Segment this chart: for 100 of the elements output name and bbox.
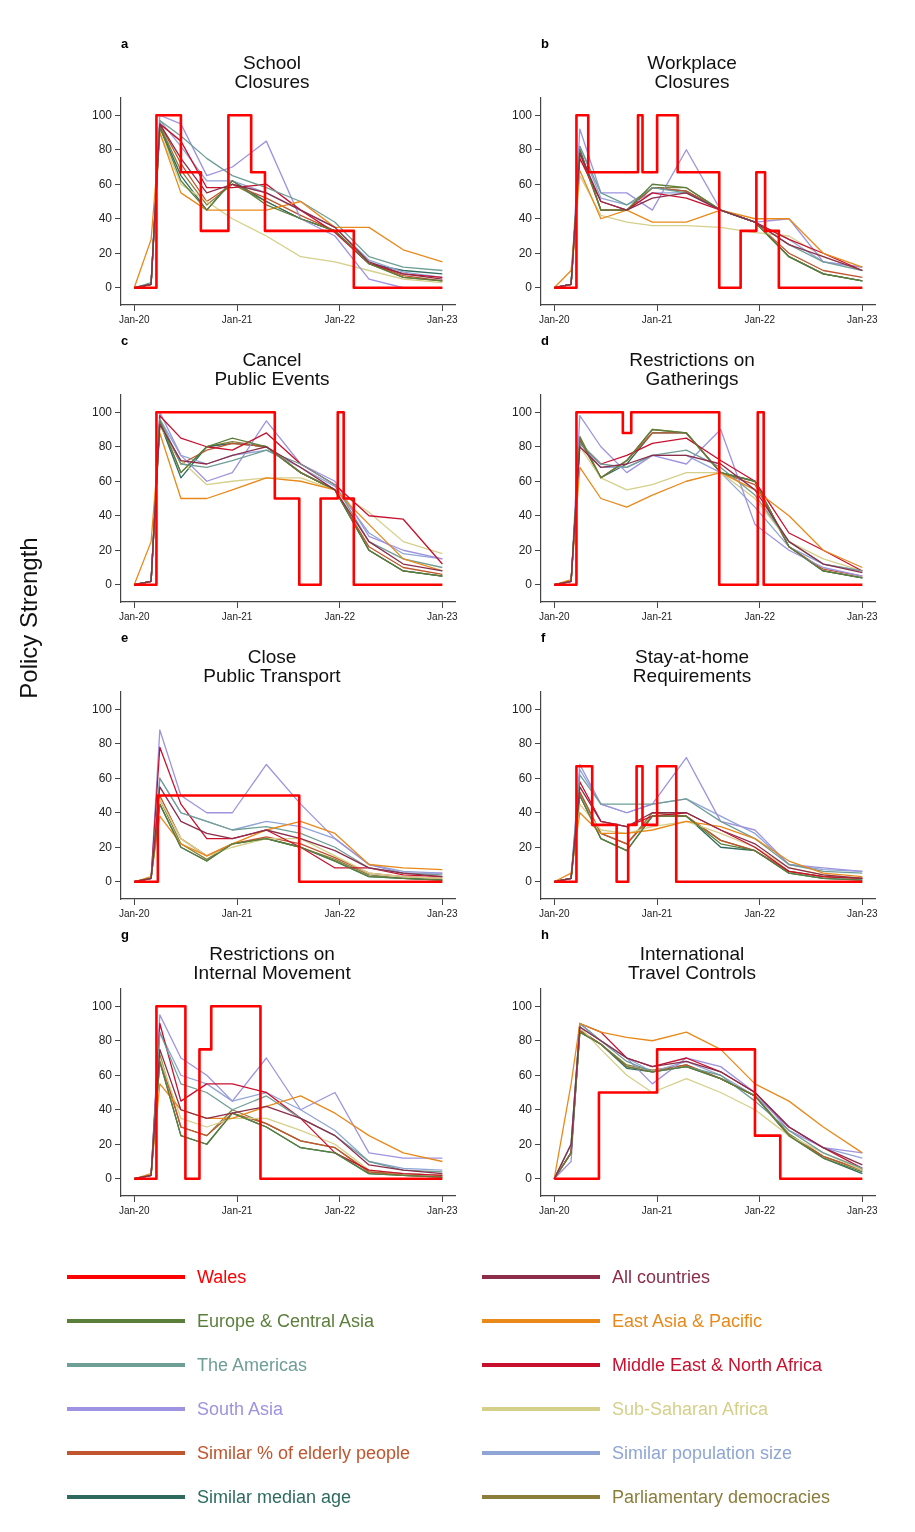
y-tick-label: 40 xyxy=(518,1102,533,1117)
y-tick-label: 60 xyxy=(518,1067,533,1082)
chart-title: Cancel Public Events xyxy=(214,348,330,389)
y-tick-label: 20 xyxy=(98,542,113,557)
y-tick-label: 40 xyxy=(98,211,113,226)
x-tick-label: Jan-22 xyxy=(744,1204,776,1216)
y-tick-label: 0 xyxy=(525,874,533,889)
y-tick-label: 60 xyxy=(518,176,533,191)
y-tick-label: 80 xyxy=(518,1033,533,1048)
x-tick-label: Jan-20 xyxy=(538,1204,570,1216)
x-tick-label: Jan-23 xyxy=(847,907,879,919)
y-tick-label: 20 xyxy=(518,245,533,260)
y-tick-label: 20 xyxy=(98,245,113,260)
y-tick-label: 100 xyxy=(511,404,533,419)
x-tick-label: Jan-23 xyxy=(427,907,459,919)
x-tick-label: Jan-20 xyxy=(118,313,150,325)
y-axis-title: Policy Strength xyxy=(15,537,43,699)
x-tick-label: Jan-21 xyxy=(641,1204,673,1216)
y-tick-label: 80 xyxy=(98,142,113,157)
chart-title: Close Public Transport xyxy=(203,645,342,686)
x-tick-label: Jan-23 xyxy=(427,610,459,622)
text: Parliamentary democracies xyxy=(612,1486,831,1508)
text: South Asia xyxy=(197,1398,284,1420)
x-tick-label: Jan-23 xyxy=(847,1204,879,1216)
y-tick-label: 100 xyxy=(91,404,113,419)
y-tick-label: 100 xyxy=(511,107,533,122)
x-tick-label: Jan-20 xyxy=(538,313,570,325)
chart-title: Stay-at-home Requirements xyxy=(632,645,752,686)
text: Sub-Saharan Africa xyxy=(612,1398,769,1420)
text: All countries xyxy=(612,1266,711,1288)
y-tick-label: 80 xyxy=(518,439,533,454)
x-tick-label: Jan-20 xyxy=(538,907,570,919)
y-tick-label: 40 xyxy=(518,211,533,226)
x-tick-label: Jan-20 xyxy=(118,1204,150,1216)
y-tick-label: 20 xyxy=(518,839,533,854)
x-tick-label: Jan-23 xyxy=(847,313,879,325)
y-tick-label: 0 xyxy=(525,1171,533,1186)
text: h xyxy=(541,927,549,942)
x-tick-label: Jan-20 xyxy=(118,610,150,622)
x-tick-label: Jan-21 xyxy=(221,1204,253,1216)
chart-title: School Closures xyxy=(234,51,310,92)
y-tick-label: 60 xyxy=(98,770,113,785)
x-tick-label: Jan-22 xyxy=(324,907,356,919)
y-tick-label: 20 xyxy=(98,1136,113,1151)
y-tick-label: 60 xyxy=(98,176,113,191)
text: a xyxy=(121,36,129,51)
y-tick-label: 40 xyxy=(98,508,113,523)
x-tick-label: Jan-22 xyxy=(324,1204,356,1216)
y-tick-label: 0 xyxy=(105,1171,113,1186)
chart-title: International Travel Controls xyxy=(627,942,757,983)
y-tick-label: 60 xyxy=(518,770,533,785)
y-tick-label: 80 xyxy=(98,439,113,454)
text: Similar population size xyxy=(612,1442,793,1464)
x-tick-label: Jan-21 xyxy=(641,907,673,919)
x-tick-label: Jan-21 xyxy=(641,610,673,622)
y-tick-label: 20 xyxy=(518,542,533,557)
y-tick-label: 0 xyxy=(105,577,113,592)
y-tick-label: 0 xyxy=(525,577,533,592)
y-tick-label: 100 xyxy=(91,701,113,716)
chart-title: Workplace Closures xyxy=(647,51,737,92)
x-tick-label: Jan-21 xyxy=(221,907,253,919)
y-tick-label: 0 xyxy=(525,280,533,295)
x-tick-label: Jan-21 xyxy=(221,313,253,325)
text: The Americas xyxy=(197,1354,308,1376)
text: Middle East & North Africa xyxy=(612,1354,823,1376)
y-tick-label: 100 xyxy=(91,107,113,122)
text: c xyxy=(121,333,129,348)
y-tick-label: 20 xyxy=(518,1136,533,1151)
y-tick-label: 20 xyxy=(98,839,113,854)
x-tick-label: Jan-23 xyxy=(427,313,459,325)
text: East Asia & Pacific xyxy=(612,1310,763,1332)
text: Wales xyxy=(197,1266,247,1288)
y-tick-label: 80 xyxy=(518,736,533,751)
x-tick-label: Jan-22 xyxy=(744,907,776,919)
x-tick-label: Jan-20 xyxy=(538,610,570,622)
x-tick-label: Jan-22 xyxy=(744,313,776,325)
y-tick-label: 100 xyxy=(511,701,533,716)
x-tick-label: Jan-23 xyxy=(847,610,879,622)
text: Europe & Central Asia xyxy=(197,1310,375,1332)
y-tick-label: 40 xyxy=(518,805,533,820)
chart-title: Restrictions on Internal Movement xyxy=(193,942,352,983)
x-tick-label: Jan-22 xyxy=(324,610,356,622)
text: f xyxy=(541,630,546,645)
text: d xyxy=(541,333,549,348)
y-tick-label: 80 xyxy=(518,142,533,157)
y-tick-label: 60 xyxy=(98,1067,113,1082)
x-tick-label: Jan-22 xyxy=(744,610,776,622)
y-tick-label: 60 xyxy=(518,473,533,488)
text: b xyxy=(541,36,549,51)
y-tick-label: 80 xyxy=(98,736,113,751)
text: g xyxy=(121,927,129,942)
y-tick-label: 0 xyxy=(105,874,113,889)
x-tick-label: Jan-20 xyxy=(118,907,150,919)
y-tick-label: 0 xyxy=(105,280,113,295)
x-tick-label: Jan-22 xyxy=(324,313,356,325)
chart-title: Restrictions on Gatherings xyxy=(629,348,755,389)
text: e xyxy=(121,630,129,645)
y-tick-label: 100 xyxy=(91,998,113,1013)
y-tick-label: 40 xyxy=(98,805,113,820)
y-tick-label: 80 xyxy=(98,1033,113,1048)
